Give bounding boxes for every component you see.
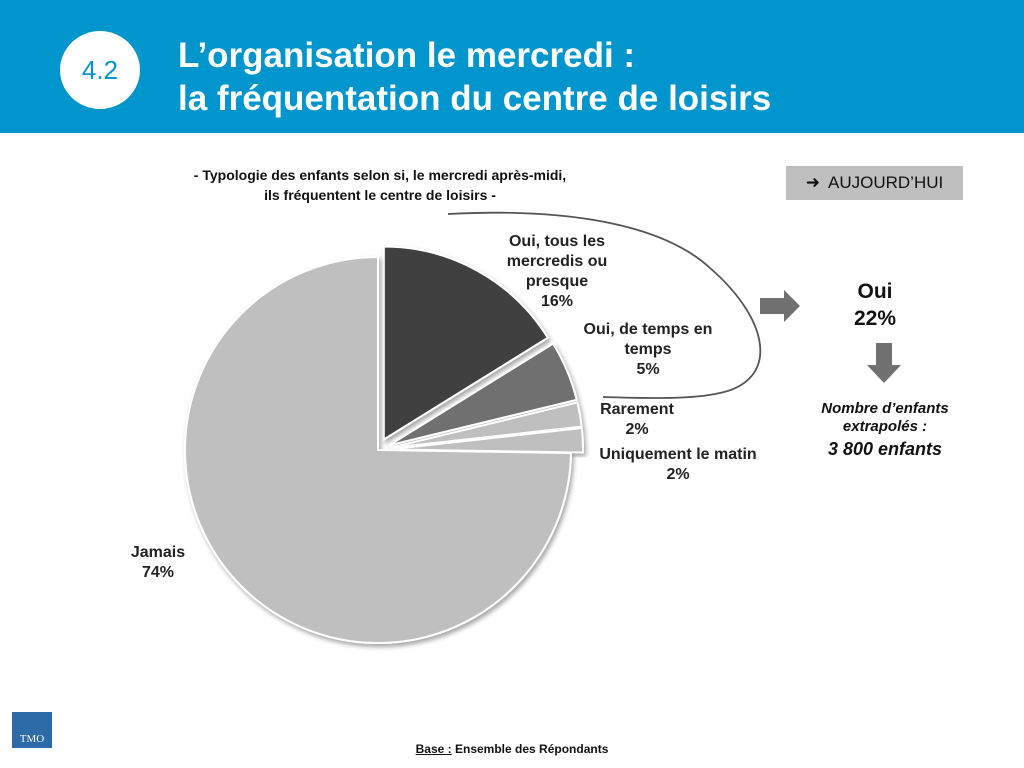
pie-slice-oui-de-temps [388,342,578,447]
oui-value: 22% [853,307,897,330]
base-text: Ensemble des Répondants [455,742,609,756]
aujourdhui-label: AUJOURD’HUI [828,173,944,192]
slice-label-uniquement-matin: Uniquement le matin 2% [599,446,756,483]
oui-label: Oui [857,280,893,303]
page-title-line2: la fréquentation du centre de loisirs [178,79,772,118]
slice-label-rarement: Rarement 2% [600,401,674,438]
chart-subtitle: - Typologie des enfants selon si, le mer… [170,165,590,205]
page-title-line1: L’organisation le mercredi : [178,36,636,75]
page-title: L’organisation le mercredi : la fréquent… [178,34,771,120]
pie-slice-rarement [389,401,583,449]
pie-slice-uniquement-matin [389,426,584,454]
extrapolated-line1: Nombre d’enfants [821,400,949,417]
oui-bracket [447,211,762,399]
oui-summary: Oui 22% [820,278,930,332]
header-bar: 4.2 L’organisation le mercredi : la fréq… [0,0,1024,133]
slice-label-jamais: Jamais 74% [131,544,185,581]
extrapolated-line2: extrapolés : [842,418,928,435]
pie-slice-jamais [184,255,572,644]
chart-subtitle-line1: - Typologie des enfants selon si, le mer… [193,167,567,183]
section-badge: 4.2 [60,31,140,109]
slice-label-oui-tous: Oui, tous les mercredis ou presque 16% [507,233,607,310]
aujourdhui-tag: ➜ AUJOURD’HUI [786,166,963,200]
right-block-arrow-icon [760,290,800,322]
extrapolated-value: 3 800 enfants [827,439,943,459]
extrapolated-count: Nombre d’enfants extrapolés : 3 800 enfa… [790,400,980,462]
chart-subtitle-line2: ils fréquentent le centre de loisirs - [264,187,496,203]
pie-slice-oui-tous [382,245,550,442]
tmo-logo: TMO [12,712,52,748]
base-note: Base : Ensemble des Répondants [0,742,1024,756]
slice-label-oui-de-temps: Oui, de temps en temps 5% [584,321,713,378]
base-label: Base : [415,742,452,756]
right-arrow-icon: ➜ [805,173,820,192]
down-block-arrow-icon [867,343,901,383]
